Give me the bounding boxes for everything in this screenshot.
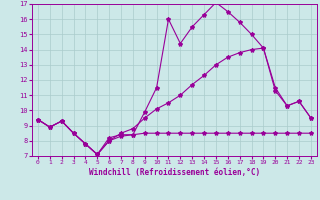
X-axis label: Windchill (Refroidissement éolien,°C): Windchill (Refroidissement éolien,°C) xyxy=(89,168,260,177)
